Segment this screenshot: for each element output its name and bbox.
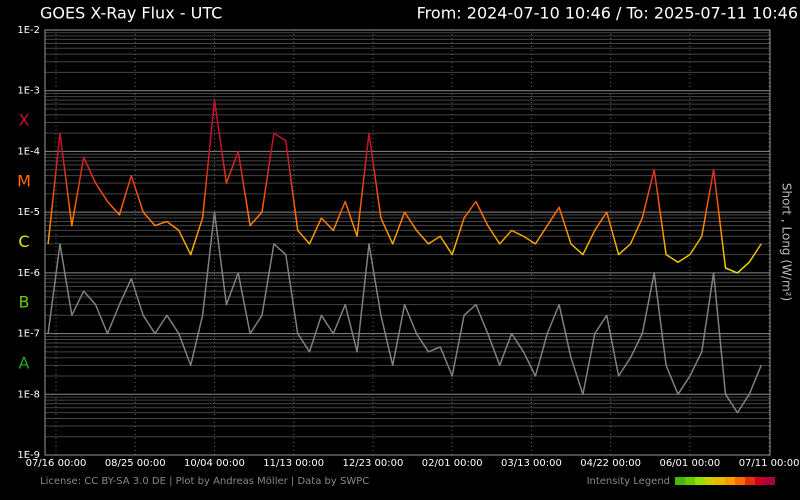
legend-swatch xyxy=(695,477,705,485)
chart-title: GOES X-Ray Flux - UTC xyxy=(40,4,222,23)
x-tick-label: 08/25 00:00 xyxy=(105,458,166,469)
class-label: C xyxy=(18,232,29,251)
x-tick-label: 11/13 00:00 xyxy=(263,458,324,469)
legend-swatch xyxy=(735,477,745,485)
class-label: B xyxy=(19,293,30,312)
y-axis-label: Short , Long (W/m²) xyxy=(780,183,794,301)
y-tick-label: 1E-4 xyxy=(17,146,40,157)
x-tick-label: 12/23 00:00 xyxy=(343,458,404,469)
y-tick-label: 1E-9 xyxy=(17,450,40,461)
legend-swatch xyxy=(675,477,685,485)
x-tick-label: 02/01 00:00 xyxy=(422,458,483,469)
chart-subtitle: From: 2024-07-10 10:46 / To: 2025-07-11 … xyxy=(417,4,798,23)
x-tick-label: 06/01 00:00 xyxy=(659,458,720,469)
class-label: A xyxy=(19,353,30,372)
legend-swatch xyxy=(715,477,725,485)
x-tick-label: 07/16 00:00 xyxy=(26,458,87,469)
legend-swatch xyxy=(755,477,765,485)
footer: License: CC BY-SA 3.0 DE | Plot by Andre… xyxy=(40,476,369,487)
y-tick-label: 1E-8 xyxy=(17,389,40,400)
legend-swatch xyxy=(765,477,775,485)
y-tick-label: 1E-3 xyxy=(17,86,40,97)
flux-line xyxy=(47,211,762,414)
x-tick-label: 04/22 00:00 xyxy=(580,458,641,469)
flux-line xyxy=(47,99,762,274)
x-tick-label: 07/11 00:00 xyxy=(739,458,800,469)
legend-swatch xyxy=(705,477,715,485)
legend-swatch xyxy=(685,477,695,485)
legend-label: Intensity Legend xyxy=(587,476,670,487)
plot-frame xyxy=(44,29,771,456)
y-tick-label: 1E-2 xyxy=(17,25,40,36)
class-label: X xyxy=(19,111,30,130)
y-tick-label: 1E-7 xyxy=(17,329,40,340)
x-tick-label: 10/04 00:00 xyxy=(184,458,245,469)
x-tick-label: 03/13 00:00 xyxy=(501,458,562,469)
y-tick-label: 1E-6 xyxy=(17,268,40,279)
y-tick-label: 1E-5 xyxy=(17,207,40,218)
legend-swatch xyxy=(745,477,755,485)
class-label: M xyxy=(17,171,31,190)
legend-swatch xyxy=(725,477,735,485)
